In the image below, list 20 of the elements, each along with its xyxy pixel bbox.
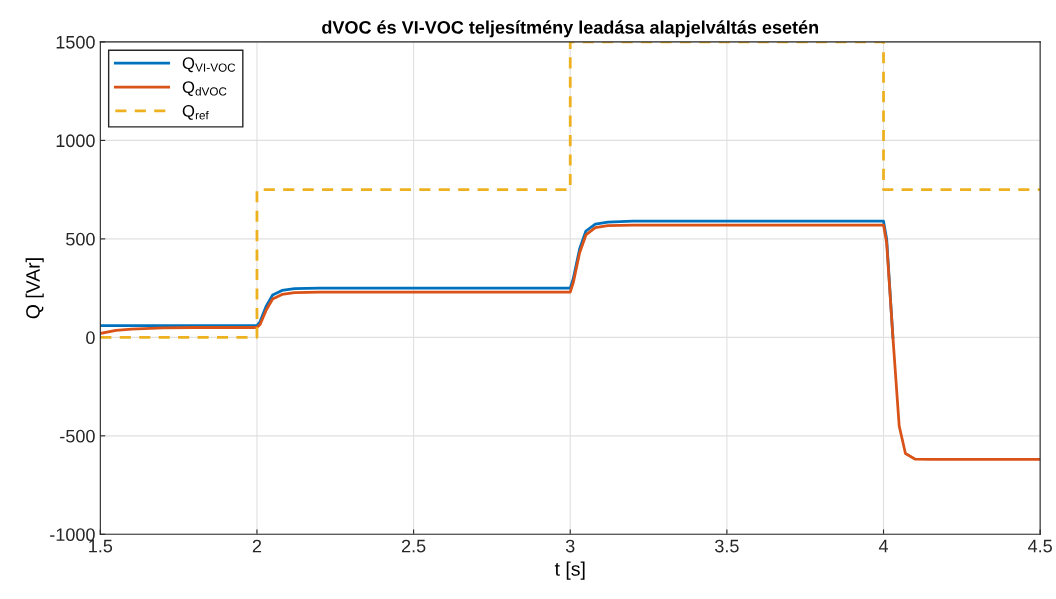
y-tick-label: 500 [66, 232, 95, 246]
x-tick-label: 3.5 [715, 539, 739, 553]
y-tick-label: 0 [86, 331, 95, 345]
x-tick-label: 2 [252, 539, 262, 553]
x-tick-label: 3 [565, 539, 575, 553]
y-tick-label: -500 [60, 429, 95, 443]
x-tick-label: 2.5 [401, 539, 426, 553]
legend-label: Q$_{ref}$ [182, 105, 209, 120]
y-axis-title: Q [VAr] [25, 258, 44, 319]
legend-label: Q$_{VI-VOC}$ [182, 57, 236, 73]
y-tick-label: 1000 [56, 134, 95, 148]
line-series [100, 223, 1041, 461]
y-tick-label: -1000 [50, 528, 95, 542]
x-tick-label: 1.5 [89, 539, 113, 553]
y-tick-label: 1500 [56, 35, 95, 49]
legend-label: Q$_{dVOC}$ [182, 81, 227, 96]
x-tick-label: 4.5 [1028, 539, 1052, 553]
x-axis-title: t [s] [554, 561, 585, 580]
x-tick-label: 4 [878, 539, 889, 553]
chart-title: dVOC és VI-VOC teljesítmény leadása alapjelváltás esetén [322, 20, 819, 38]
